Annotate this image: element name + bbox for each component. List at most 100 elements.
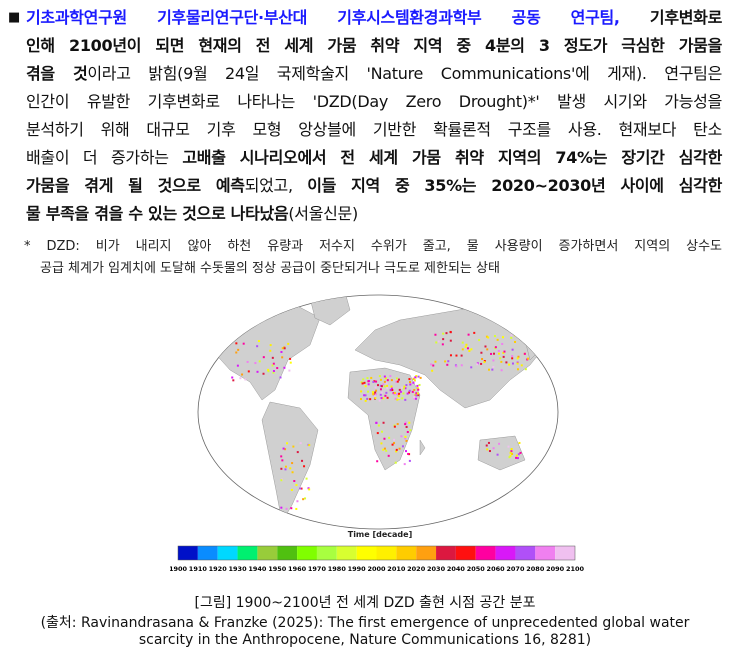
- dzd-point: [515, 456, 518, 459]
- dzd-point: [408, 389, 411, 392]
- dzd-point: [377, 384, 380, 387]
- dzd-point: [299, 487, 302, 490]
- colorbar-segment: [217, 546, 238, 560]
- colorbar-tick-label: 2060: [487, 565, 506, 573]
- dzd-point: [442, 338, 445, 341]
- dzd-point: [413, 396, 416, 399]
- paragraph-line: 인간이 유발한 기후변화로 나타나는 'DZD(Day Zero Drought…: [8, 88, 722, 116]
- dzd-point: [512, 331, 515, 334]
- dzd-point: [236, 364, 239, 367]
- dzd-point: [395, 448, 398, 451]
- dzd-point: [447, 360, 450, 363]
- colorbar-segment: [535, 546, 556, 560]
- colorbar-tick-label: 1970: [308, 565, 327, 573]
- dzd-point: [374, 393, 377, 396]
- dzd-point: [386, 396, 389, 399]
- colorbar-title: Time [decade]: [348, 530, 413, 539]
- dzd-point: [402, 392, 405, 395]
- dzd-point: [267, 370, 270, 373]
- dzd-point: [484, 345, 487, 348]
- dzd-point: [302, 498, 305, 501]
- dzd-point: [374, 391, 377, 394]
- dzd-point: [287, 342, 290, 345]
- dzd-point: [379, 384, 382, 387]
- colorbar-tick-label: 2090: [546, 565, 565, 573]
- dzd-point: [461, 341, 464, 344]
- dzd-point: [492, 359, 495, 362]
- dzd-point: [412, 377, 415, 380]
- dzd-point: [276, 367, 279, 370]
- dzd-point: [434, 333, 437, 336]
- dzd-point: [391, 389, 394, 392]
- dzd-point: [493, 335, 496, 338]
- dzd-point: [304, 497, 307, 500]
- dzd-point: [377, 424, 380, 427]
- dzd-point: [369, 398, 372, 401]
- dzd-point: [280, 506, 283, 509]
- colorbar-tick-label: 2100: [566, 565, 585, 573]
- dzd-point: [487, 368, 490, 371]
- dzd-point: [405, 384, 408, 387]
- dzd-point: [301, 459, 304, 462]
- dzd-point: [455, 365, 458, 368]
- colorbar-tick-label: 2080: [526, 565, 545, 573]
- dzd-point: [449, 339, 452, 342]
- dzd-point: [478, 339, 481, 342]
- colorbar-tick-label: 2010: [387, 565, 406, 573]
- dzd-point: [405, 439, 408, 442]
- text-run: 인간이 유발한 기후변화로 나타나는 'DZD(Day Zero Drought…: [26, 92, 722, 111]
- dzd-point: [490, 352, 493, 355]
- figure-source-line-1: (출처: Ravinandrasana & Franzke (2025): Th…: [40, 615, 690, 631]
- dzd-point: [485, 444, 488, 447]
- dzd-point: [396, 380, 399, 383]
- dzd-point: [404, 421, 407, 424]
- colorbar-tick-label: 2050: [467, 565, 486, 573]
- dzd-point: [296, 451, 299, 454]
- dzd-point: [437, 340, 440, 343]
- dzd-point: [511, 355, 514, 358]
- colorbar-frame: [177, 545, 576, 561]
- dzd-point: [415, 392, 418, 395]
- dzd-point: [257, 340, 260, 343]
- dzd-point: [510, 448, 513, 451]
- dzd-point: [517, 355, 520, 358]
- dzd-point: [406, 430, 409, 433]
- dzd-point: [378, 375, 381, 378]
- dzd-point: [487, 336, 490, 339]
- dzd-point: [418, 383, 421, 386]
- dzd-point: [507, 445, 510, 448]
- colorbar-segment: [297, 546, 317, 560]
- dzd-point: [511, 452, 514, 455]
- dzd-point: [282, 447, 285, 450]
- dzd-point: [466, 347, 469, 350]
- dzd-point: [502, 351, 505, 354]
- dzd-point: [527, 342, 530, 345]
- dzd-point: [442, 332, 445, 335]
- dzd-point: [283, 347, 286, 350]
- dzd-point: [364, 394, 367, 397]
- dzd-point: [291, 462, 294, 465]
- dzd-point: [401, 445, 404, 448]
- dzd-point: [379, 393, 382, 396]
- dzd-point: [431, 369, 434, 372]
- dzd-point: [390, 387, 393, 390]
- dzd-point: [391, 443, 394, 446]
- colorbar: 1900 1910 1920 1930 1940 1950 1960 1970 1980 1990…: [169, 545, 585, 573]
- dzd-point: [371, 391, 374, 394]
- dzd-point: [470, 366, 473, 369]
- dzd-point: [524, 368, 527, 371]
- dzd-point: [376, 460, 379, 463]
- dzd-point: [516, 357, 519, 360]
- dzd-point: [401, 386, 404, 389]
- dzd-point: [432, 364, 435, 367]
- dzd-point: [515, 454, 518, 457]
- text-run: 배출이 더 증가하는: [26, 148, 183, 167]
- dzd-point: [387, 454, 390, 457]
- colorbar-segment: [396, 546, 417, 560]
- dzd-point: [501, 336, 504, 339]
- dzd-point: [374, 386, 377, 389]
- dzd-point: [405, 450, 408, 453]
- dzd-point: [360, 381, 363, 384]
- dzd-point: [467, 333, 470, 336]
- footnote-line-1: * DZD: 비가 내리지 않아 하천 유량과 저수지 수위가 줄고, 물 사용…: [24, 239, 722, 254]
